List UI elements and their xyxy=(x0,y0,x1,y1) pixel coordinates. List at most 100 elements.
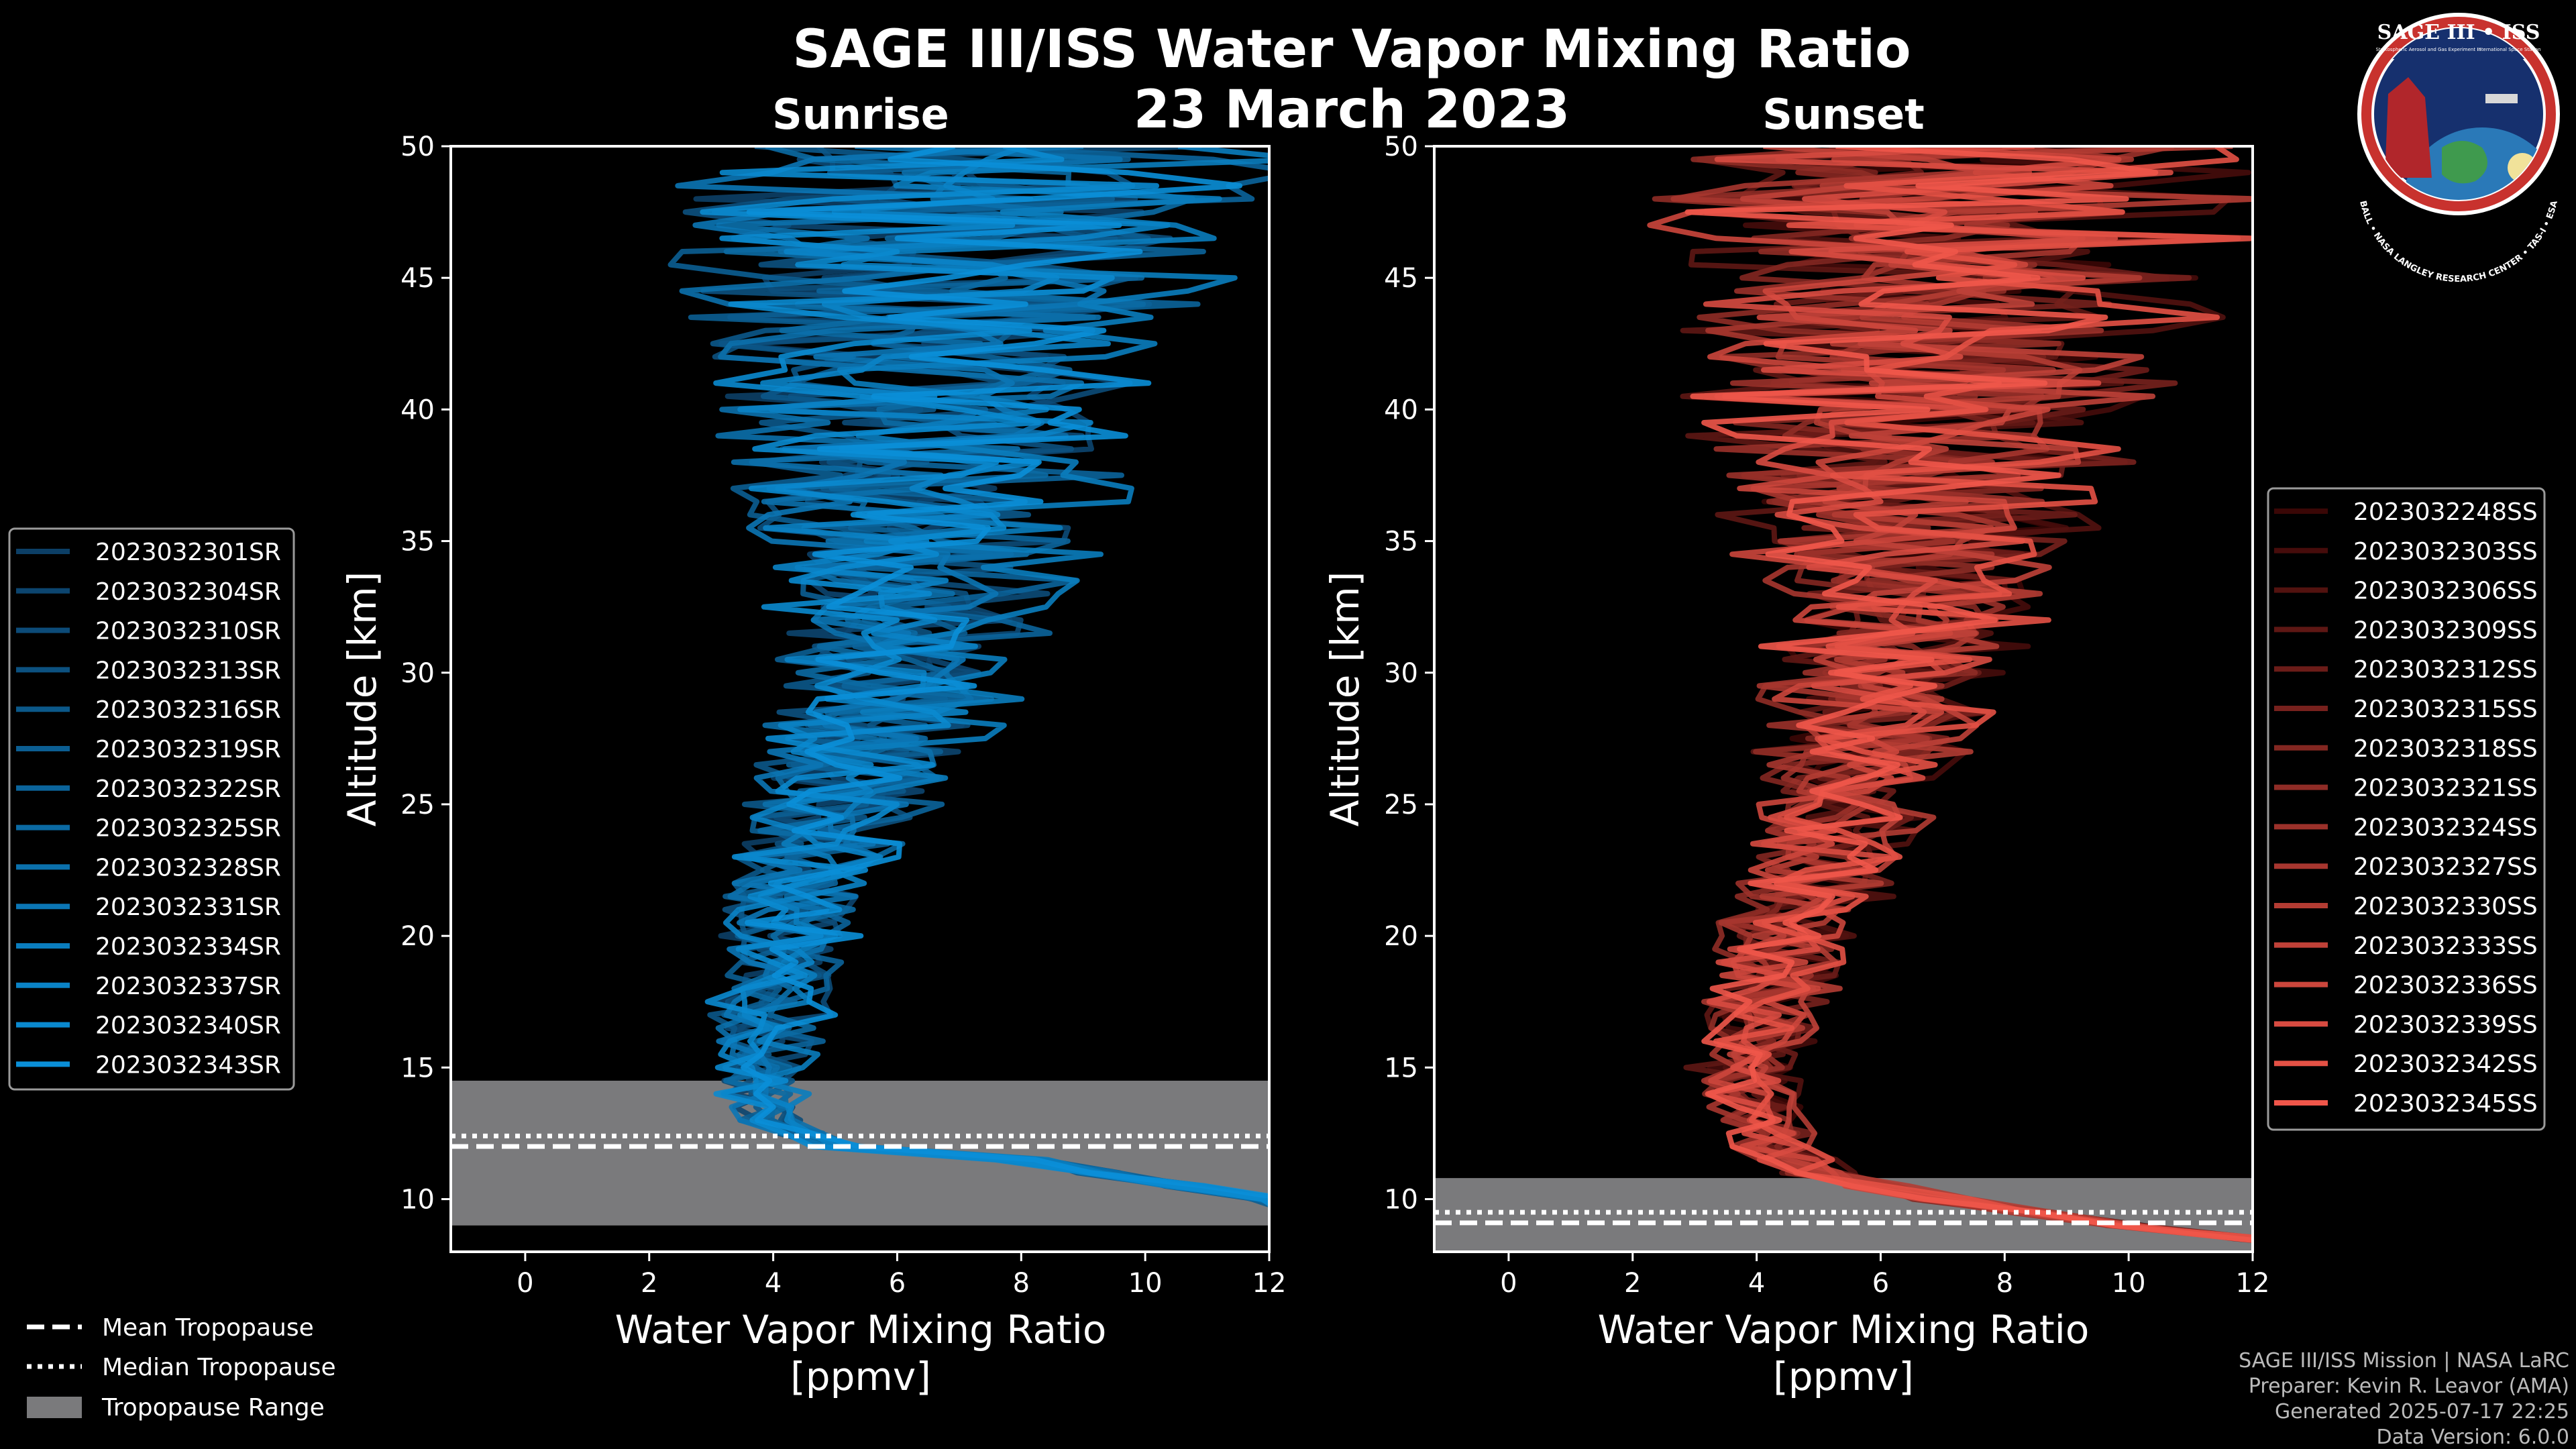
sunset-panel: 0 2 4 6 8 10 12 10 15 20 25 30 35 40 45 50 Water Vapor… xyxy=(1322,131,2269,1399)
sunset-plot-frame xyxy=(1433,145,2254,1253)
logo-continent xyxy=(2442,141,2487,184)
sunrise-legend-label: 2023032313SR xyxy=(95,657,281,684)
sunset-ytick-label: 25 xyxy=(1384,790,1418,820)
sunset-x-label: Water Vapor Mixing Ratio xyxy=(1598,1307,2090,1352)
sunrise-xtick-label: 2 xyxy=(641,1268,657,1299)
sunrise-ytick-label: 50 xyxy=(400,131,435,162)
sunset-legend: 2023032248SS 2023032303SS 2023032306SS 2023… xyxy=(2267,487,2546,1131)
sunset-legend-label: 2023032330SS xyxy=(2353,893,2538,920)
credits: SAGE III/ISS Mission | NASA LaRC Prepare… xyxy=(2239,1349,2569,1449)
sunrise-legend-label: 2023032319SR xyxy=(95,736,281,763)
credit-generated: Generated 2025-07-17 22:25 xyxy=(2275,1400,2569,1424)
sunrise-profile-2023032322SR xyxy=(741,146,1269,1204)
figure-date: 23 March 2023 xyxy=(1134,80,1570,140)
sunrise-x-ticks: 0 2 4 6 8 10 12 xyxy=(517,1252,1286,1299)
sunrise-panel-title: Sunrise xyxy=(772,90,949,139)
sunset-ytick-label: 40 xyxy=(1384,394,1418,425)
sunrise-profile-lines xyxy=(667,146,1269,1208)
sunset-legend-label: 2023032327SS xyxy=(2353,853,2538,881)
sunset-plot-area xyxy=(1434,146,2253,1252)
sunrise-legend-label: 2023032310SR xyxy=(95,618,281,645)
sunset-legend-label: 2023032312SS xyxy=(2353,656,2538,684)
mean-tropopause-label: Mean Tropopause xyxy=(102,1314,314,1342)
sunset-legend-label: 2023032315SS xyxy=(2353,696,2538,723)
sunset-y-label: Altitude [km] xyxy=(1322,572,1368,826)
sunrise-panel: 0 2 4 6 8 10 12 10 15 20 25 30 35 40 45 50 Water Vapor… xyxy=(339,131,1286,1399)
sunset-xtick-label: 4 xyxy=(1748,1268,1765,1299)
sunset-ytick-label: 35 xyxy=(1384,527,1418,557)
sunrise-plot-area xyxy=(451,146,1269,1226)
sunset-ytick-label: 50 xyxy=(1384,131,1418,162)
sunset-legend-label: 2023032336SS xyxy=(2353,972,2538,1000)
sunrise-xtick-label: 6 xyxy=(889,1268,906,1299)
sunrise-legend-label: 2023032301SR xyxy=(95,539,281,566)
sunset-profile-lines xyxy=(1647,146,2253,1243)
tropopause-range-swatch xyxy=(27,1397,82,1418)
sunrise-ytick-label: 30 xyxy=(400,658,435,689)
logo-subtitle-1: Stratospheric Aerosol and Gas Experiment… xyxy=(2375,47,2481,52)
logo-station xyxy=(2485,94,2518,103)
sunrise-xtick-label: 8 xyxy=(1013,1268,1030,1299)
sunset-tropopause-range xyxy=(1434,1178,2253,1252)
tropopause-range-label: Tropopause Range xyxy=(101,1394,325,1421)
sunrise-legend-label: 2023032322SR xyxy=(95,775,281,803)
sunrise-ytick-label: 15 xyxy=(400,1053,435,1083)
figure-title: SAGE III/ISS Water Vapor Mixing Ratio xyxy=(792,19,1911,80)
logo-subtitle-2: International Space Station xyxy=(2477,47,2540,52)
sunset-x-ticks: 0 2 4 6 8 10 12 xyxy=(1500,1252,2269,1299)
sunrise-legend-label: 2023032337SR xyxy=(95,973,281,1000)
sunset-xtick-label: 12 xyxy=(2236,1268,2270,1299)
sunset-xtick-label: 8 xyxy=(1996,1268,2013,1299)
sunset-profile-2023032303SS xyxy=(1707,146,2253,1243)
sunrise-profile-2023032340SR xyxy=(700,146,1269,1208)
sunset-panel-title: Sunset xyxy=(1762,90,1925,139)
sunset-legend-label: 2023032248SS xyxy=(2353,498,2538,526)
sunrise-ytick-label: 25 xyxy=(400,790,435,820)
sunset-legend-label: 2023032333SS xyxy=(2353,932,2538,960)
logo-wizard-figure xyxy=(2385,77,2432,178)
sunrise-legend: 2023032301SR 2023032304SR 2023032310SR 2023… xyxy=(8,527,295,1091)
sunset-profile-2023032324SS xyxy=(1704,146,2253,1241)
sunrise-y-label: Altitude [km] xyxy=(339,572,385,826)
sunset-xtick-label: 6 xyxy=(1872,1268,1889,1299)
sunset-xtick-label: 0 xyxy=(1500,1268,1517,1299)
sunset-ytick-label: 10 xyxy=(1384,1185,1418,1216)
sunset-ytick-label: 45 xyxy=(1384,263,1418,294)
sunrise-y-ticks: 10 15 20 25 30 35 40 45 50 xyxy=(400,131,451,1216)
sunset-xtick-label: 10 xyxy=(2112,1268,2146,1299)
tropopause-legend: Mean Tropopause Median Tropopause Tropop… xyxy=(27,1314,336,1421)
sunset-ytick-label: 15 xyxy=(1384,1053,1418,1083)
sunset-xtick-label: 2 xyxy=(1624,1268,1641,1299)
logo-title: SAGE III • ISS xyxy=(2377,21,2540,44)
sunrise-legend-box xyxy=(8,527,295,1091)
sunset-profile-2023032333SS xyxy=(1727,146,2253,1240)
sunset-legend-label: 2023032321SS xyxy=(2353,775,2538,802)
sunrise-tropopause-lines xyxy=(451,1133,1269,1149)
sunrise-ytick-label: 10 xyxy=(400,1185,435,1216)
sunset-tropopause-range-band xyxy=(1434,1178,2253,1252)
sunrise-legend-label: 2023032304SR xyxy=(95,578,281,606)
sunrise-ytick-label: 45 xyxy=(400,263,435,294)
sunrise-tropopause-range-band xyxy=(451,1080,1269,1226)
sunrise-xtick-label: 0 xyxy=(517,1268,533,1299)
sunset-legend-label: 2023032303SS xyxy=(2353,538,2538,566)
sunrise-plot-frame xyxy=(449,145,1271,1253)
sunset-ytick-label: 30 xyxy=(1384,658,1418,689)
median-tropopause-label: Median Tropopause xyxy=(102,1354,336,1381)
sunset-legend-label: 2023032342SS xyxy=(2353,1051,2538,1078)
sunrise-ytick-label: 20 xyxy=(400,921,435,952)
sage-iii-iss-logo: SAGE III • ISS Stratospheric Aerosol and… xyxy=(2357,13,2560,284)
sunrise-xtick-label: 12 xyxy=(1252,1268,1287,1299)
sunset-legend-label: 2023032339SS xyxy=(2353,1011,2538,1038)
sunset-legend-label: 2023032306SS xyxy=(2353,578,2538,605)
sunset-legend-label: 2023032309SS xyxy=(2353,616,2538,644)
sunset-profile-2023032345SS xyxy=(1684,146,2253,1243)
sunrise-legend-label: 2023032331SR xyxy=(95,894,281,921)
sunrise-profile-2023032334SR xyxy=(737,146,1269,1204)
sunrise-legend-label: 2023032340SR xyxy=(95,1012,281,1040)
sunset-x-label-units: [ppmv] xyxy=(1773,1354,1914,1399)
sunrise-xtick-label: 4 xyxy=(765,1268,782,1299)
sunset-legend-box xyxy=(2267,487,2546,1131)
sunset-tropopause-lines xyxy=(1434,1210,2253,1226)
